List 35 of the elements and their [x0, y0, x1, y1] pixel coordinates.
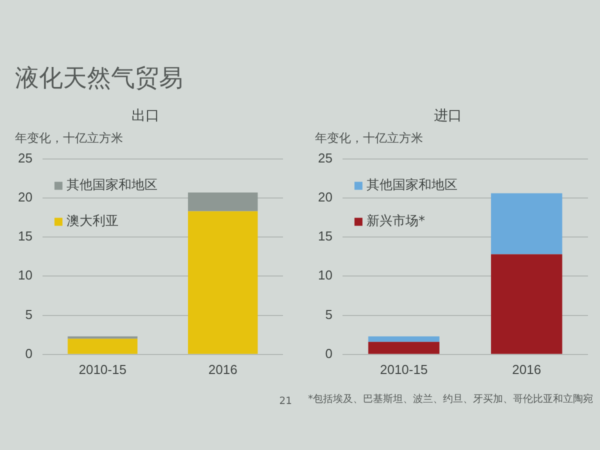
x-tick-label: 2010-15	[380, 362, 428, 377]
bar	[68, 338, 138, 354]
legend-label: 澳大利亚	[66, 214, 118, 230]
y-tick-label: 25	[318, 150, 332, 166]
y-tick-label: 5	[325, 306, 332, 322]
y-tick-label: 20	[318, 190, 332, 204]
y-tick-label: 15	[18, 228, 32, 244]
y-tick-label: 25	[18, 150, 32, 166]
y-tick-label: 15	[318, 228, 332, 244]
chart-title: 液化天然气贸易	[15, 63, 183, 94]
x-tick-label: 2010-15	[78, 362, 126, 377]
bar	[68, 336, 138, 339]
bar	[491, 193, 562, 254]
legend-label: 新兴市场*	[366, 214, 426, 230]
y-tick-label: 10	[18, 268, 32, 283]
y-tick-label: 0	[325, 346, 332, 361]
bar	[491, 254, 562, 354]
y-axis-title: 年变化，十亿立方米	[15, 130, 123, 145]
bar	[188, 192, 258, 212]
bar	[188, 211, 258, 354]
legend-label: 其他国家和地区	[66, 177, 158, 194]
y-tick-label: 0	[25, 346, 32, 361]
y-tick-label: 20	[18, 190, 32, 204]
legend-label: 其他国家和地区	[366, 177, 458, 194]
y-tick-label: 10	[318, 268, 332, 283]
chart-subtitle: 出口	[132, 108, 160, 124]
x-tick-label: 2016	[208, 362, 238, 377]
text: 21	[279, 396, 292, 407]
x-tick-label: 2016	[512, 362, 542, 377]
bar	[368, 336, 440, 342]
y-tick-label: 5	[25, 306, 32, 322]
chart-title: 进口	[434, 108, 462, 124]
text: *包括埃及、巴基斯坦、波兰、约旦、牙买加、哥伦比亚和立陶宛	[308, 392, 594, 406]
bar	[368, 342, 440, 354]
y-axis-title: 年变化，十亿立方米	[315, 130, 423, 145]
